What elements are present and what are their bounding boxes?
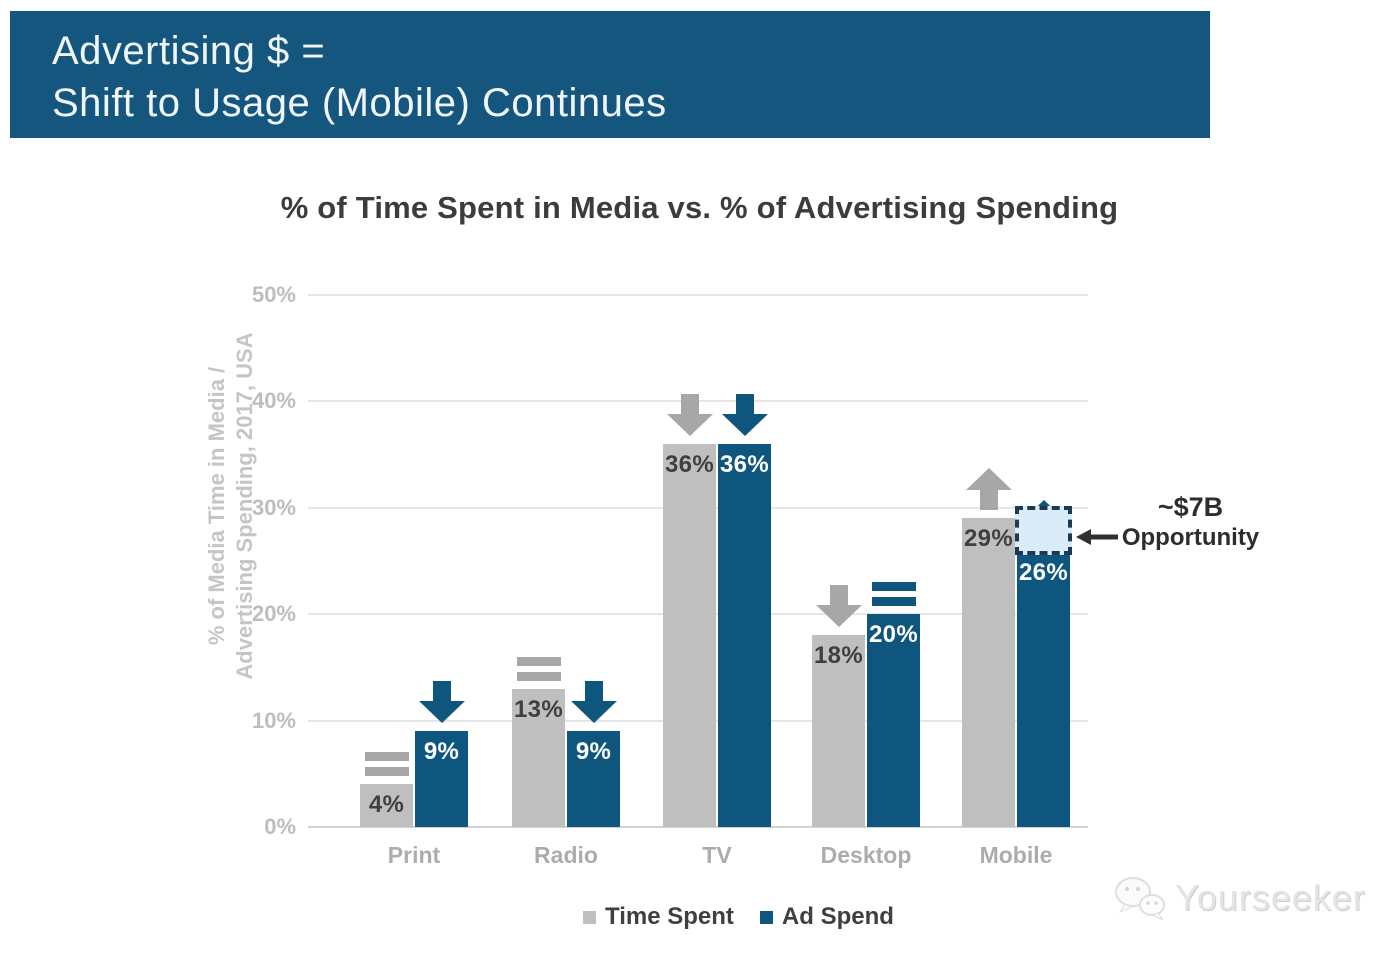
trend-equal-icon-time-spent-print <box>364 752 409 777</box>
value-label-ad-spend-tv: 36% <box>720 450 769 478</box>
x-axis-label-desktop: Desktop <box>820 842 912 868</box>
value-label-ad-spend-print: 9% <box>423 738 460 766</box>
slide-header: Advertising $ = Shift to Usage (Mobile) … <box>10 11 1210 138</box>
y-tick-label-20: 20% <box>251 601 296 627</box>
bar-ad-spend-print <box>415 731 468 827</box>
opportunity-amount: ~$7B <box>1157 492 1224 522</box>
legend: Time Spent Ad Spend <box>583 903 894 931</box>
value-label-time-spent-tv: 36% <box>665 450 714 478</box>
y-tick-label-0: 0% <box>264 814 296 839</box>
value-label-time-spent-desktop: 18% <box>814 642 863 670</box>
bar-ad-spend-radio <box>567 731 620 827</box>
y-tick-label-10: 10% <box>251 707 296 733</box>
y-tick-label-40: 40% <box>251 388 296 414</box>
gridline-50 <box>308 294 1088 296</box>
opportunity-annotation: ~$7B Opportunity <box>1108 492 1273 552</box>
value-label-ad-spend-radio: 9% <box>575 738 612 766</box>
bar-ad-spend-mobile <box>1017 550 1070 827</box>
trend-up-icon-time-spent-mobile <box>965 468 1012 511</box>
x-axis-baseline <box>308 826 1088 828</box>
header-title-line1: Advertising $ = <box>52 29 326 73</box>
value-label-time-spent-radio: 13% <box>514 695 563 723</box>
bar-time-spent-desktop <box>812 635 865 827</box>
chat-bubbles-logo-icon <box>1115 877 1165 921</box>
opportunity-box <box>1015 505 1072 556</box>
bar-time-spent-mobile <box>962 518 1015 827</box>
legend-item-time-spent: Time Spent <box>583 903 734 931</box>
bar-time-spent-tv <box>663 443 716 827</box>
value-label-time-spent-mobile: 29% <box>964 525 1013 553</box>
legend-swatch-ad-spend <box>759 910 773 924</box>
watermark: Yourseeker <box>1110 872 1366 924</box>
bar-ad-spend-desktop <box>867 614 920 827</box>
trend-down-icon-time-spent-tv <box>666 393 713 436</box>
y-tick-label-50: 50% <box>251 282 296 307</box>
x-axis-label-mobile: Mobile <box>979 842 1053 868</box>
x-axis-label-tv: TV <box>702 842 732 868</box>
annotation-arrow-icon <box>1076 529 1118 545</box>
trend-equal-icon-ad-spend-desktop <box>871 582 916 607</box>
header-title-line2: Shift to Usage (Mobile) Continues <box>52 81 667 125</box>
legend-swatch-time-spent <box>583 910 596 924</box>
trend-down-icon-ad-spend-print <box>418 681 465 724</box>
trend-equal-icon-time-spent-radio <box>516 656 561 681</box>
bar-ad-spend-tv <box>718 443 771 827</box>
trend-down-icon-ad-spend-tv <box>721 393 768 436</box>
legend-item-ad-spend: Ad Spend <box>759 903 894 931</box>
trend-down-icon-time-spent-desktop <box>815 585 862 628</box>
x-axis-label-radio: Radio <box>534 842 598 868</box>
chart-title: % of Time Spent in Media vs. % of Advert… <box>280 190 1119 225</box>
value-label-ad-spend-mobile: 26% <box>1019 559 1068 587</box>
legend-label-ad-spend: Ad Spend <box>781 903 894 930</box>
watermark-text: Yourseeker <box>1175 877 1366 918</box>
trend-down-icon-ad-spend-radio <box>570 681 617 724</box>
y-tick-label-30: 30% <box>251 494 296 520</box>
legend-label-time-spent: Time Spent <box>605 903 734 930</box>
value-label-ad-spend-desktop: 20% <box>869 621 918 649</box>
opportunity-label: Opportunity <box>1121 524 1260 551</box>
bar-time-spent-print <box>360 784 413 827</box>
x-axis-label-print: Print <box>387 842 441 868</box>
value-label-time-spent-print: 4% <box>368 791 405 819</box>
bar-time-spent-radio <box>512 688 565 827</box>
